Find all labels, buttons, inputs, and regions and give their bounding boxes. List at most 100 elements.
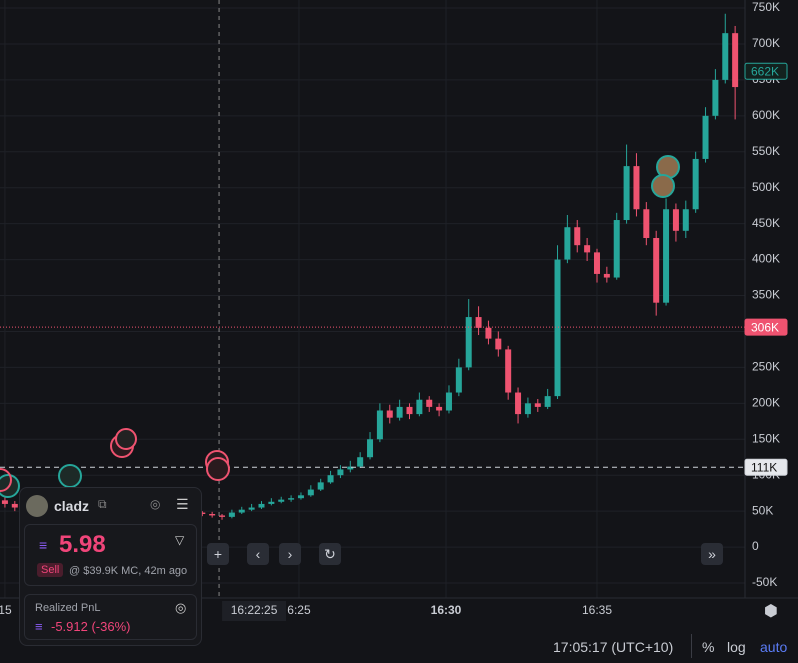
candle-body xyxy=(682,209,689,231)
candle-body xyxy=(593,252,600,274)
candle-body xyxy=(219,515,226,517)
candle-body xyxy=(672,209,679,231)
copy-icon[interactable]: ⧉ xyxy=(98,497,107,511)
candle-body xyxy=(416,399,423,415)
candle-body xyxy=(603,273,610,278)
filter-icon[interactable]: ▽ xyxy=(175,533,185,547)
candle-body xyxy=(485,327,492,339)
candle-body xyxy=(248,507,255,510)
candle-body xyxy=(712,79,719,116)
candle-body xyxy=(1,500,8,504)
y-tick-label: 750K xyxy=(752,0,780,14)
candle-body xyxy=(307,489,314,496)
candle-body xyxy=(534,403,541,407)
crosshair-label: 16:22:25 xyxy=(231,603,278,617)
candle-body xyxy=(406,406,413,415)
pnl-icon[interactable]: ◎ xyxy=(175,600,187,615)
candle-body xyxy=(574,227,581,246)
reset-button[interactable]: ↻ xyxy=(319,543,341,565)
clock: 17:05:17 (UTC+10) xyxy=(553,639,674,655)
x-tick-label: 16:30 xyxy=(431,603,462,617)
trade-detail: @ $39.9K MC, 42m ago xyxy=(69,565,188,577)
sol-icon: ≡ xyxy=(39,537,48,553)
amount: 5.98 xyxy=(59,531,106,558)
candle-body xyxy=(643,209,650,238)
candle-body xyxy=(544,396,551,407)
pnl-box: Realized PnL ◎ ≡ -5.912 (-36%) xyxy=(24,594,197,640)
candle-body xyxy=(11,503,18,508)
candle-body xyxy=(386,410,393,418)
candle-body xyxy=(584,245,591,253)
candle-body xyxy=(475,317,482,328)
candle-body xyxy=(633,166,640,210)
candle-body xyxy=(702,115,709,159)
candle-body xyxy=(268,501,275,504)
candle-body xyxy=(337,469,344,476)
y-tick-label: 400K xyxy=(752,252,780,266)
price-label-box xyxy=(744,62,788,80)
auto-toggle[interactable]: auto xyxy=(760,639,788,655)
candle-body xyxy=(554,259,561,397)
candle-body xyxy=(564,227,571,260)
candle-body xyxy=(524,403,531,415)
candle-body xyxy=(376,410,383,440)
pnl-value: -5.912 (-36%) xyxy=(51,619,131,634)
candle-body xyxy=(396,406,403,418)
username: cladz xyxy=(54,498,90,514)
x-tick-label: 15 xyxy=(0,603,12,617)
candle-body xyxy=(367,439,374,458)
candle-body xyxy=(692,158,699,210)
plot xyxy=(0,0,745,598)
candle-body xyxy=(228,512,235,517)
y-tick-label: 600K xyxy=(752,108,780,122)
candle-body xyxy=(663,209,670,303)
candle-body xyxy=(258,503,265,508)
candle-body xyxy=(327,475,334,483)
candle-body xyxy=(209,514,216,516)
candle-body xyxy=(465,317,472,368)
x-tick-label: 16:35 xyxy=(582,603,612,617)
candle-body xyxy=(455,367,462,393)
candle-body xyxy=(495,338,502,350)
chart: ⬢ 750K700K650K600K550K500K450K400K350K30… xyxy=(0,0,798,621)
zoom-in-button[interactable]: + xyxy=(207,543,229,565)
y-tick-label: 0 xyxy=(752,539,759,553)
x-tick-label: 6:25 xyxy=(287,603,311,617)
candle-body xyxy=(623,166,630,221)
candle-body xyxy=(317,482,324,490)
y-tick-label: 150K xyxy=(752,431,780,445)
scroll-end-button[interactable]: » xyxy=(701,543,723,565)
candle-body xyxy=(505,349,512,393)
price-label: 662K xyxy=(751,64,779,78)
candle-body xyxy=(297,495,304,499)
y-tick-label: 550K xyxy=(752,144,780,158)
candle-body xyxy=(613,220,620,278)
side-badge: Sell xyxy=(37,563,64,577)
scroll-left-button[interactable]: ‹ xyxy=(247,543,269,565)
price-label: 111K xyxy=(751,460,777,474)
trade-markers xyxy=(0,155,680,498)
y-tick-label: 200K xyxy=(752,395,780,409)
candle-body xyxy=(238,509,245,513)
list-icon[interactable]: ☰ xyxy=(176,496,189,512)
candle-body xyxy=(515,392,522,415)
candle-body xyxy=(199,512,206,514)
candle-body xyxy=(722,33,729,80)
avatar xyxy=(26,495,48,517)
candle-body xyxy=(278,499,285,502)
y-tick-label: 450K xyxy=(752,216,780,230)
y-tick-label: 50K xyxy=(752,503,773,517)
trade-panel: cladz ⧉ ◎ ☰ ≡ 5.98 ▽ Sell @ $39.9K MC, 4… xyxy=(19,487,202,646)
status-bar: 17:05:17 (UTC+10) % log auto xyxy=(0,630,798,663)
y-tick-label: 700K xyxy=(752,36,780,50)
settings-icon[interactable]: ⬢ xyxy=(764,603,778,620)
share-icon[interactable]: ◎ xyxy=(150,497,161,511)
log-toggle[interactable]: log xyxy=(727,639,746,655)
candle-body xyxy=(357,457,364,467)
percent-toggle[interactable]: % xyxy=(702,639,715,655)
scroll-right-button[interactable]: › xyxy=(279,543,301,565)
candle-body xyxy=(426,399,433,407)
candle-body xyxy=(347,466,354,470)
y-tick-label: -50K xyxy=(752,575,777,589)
